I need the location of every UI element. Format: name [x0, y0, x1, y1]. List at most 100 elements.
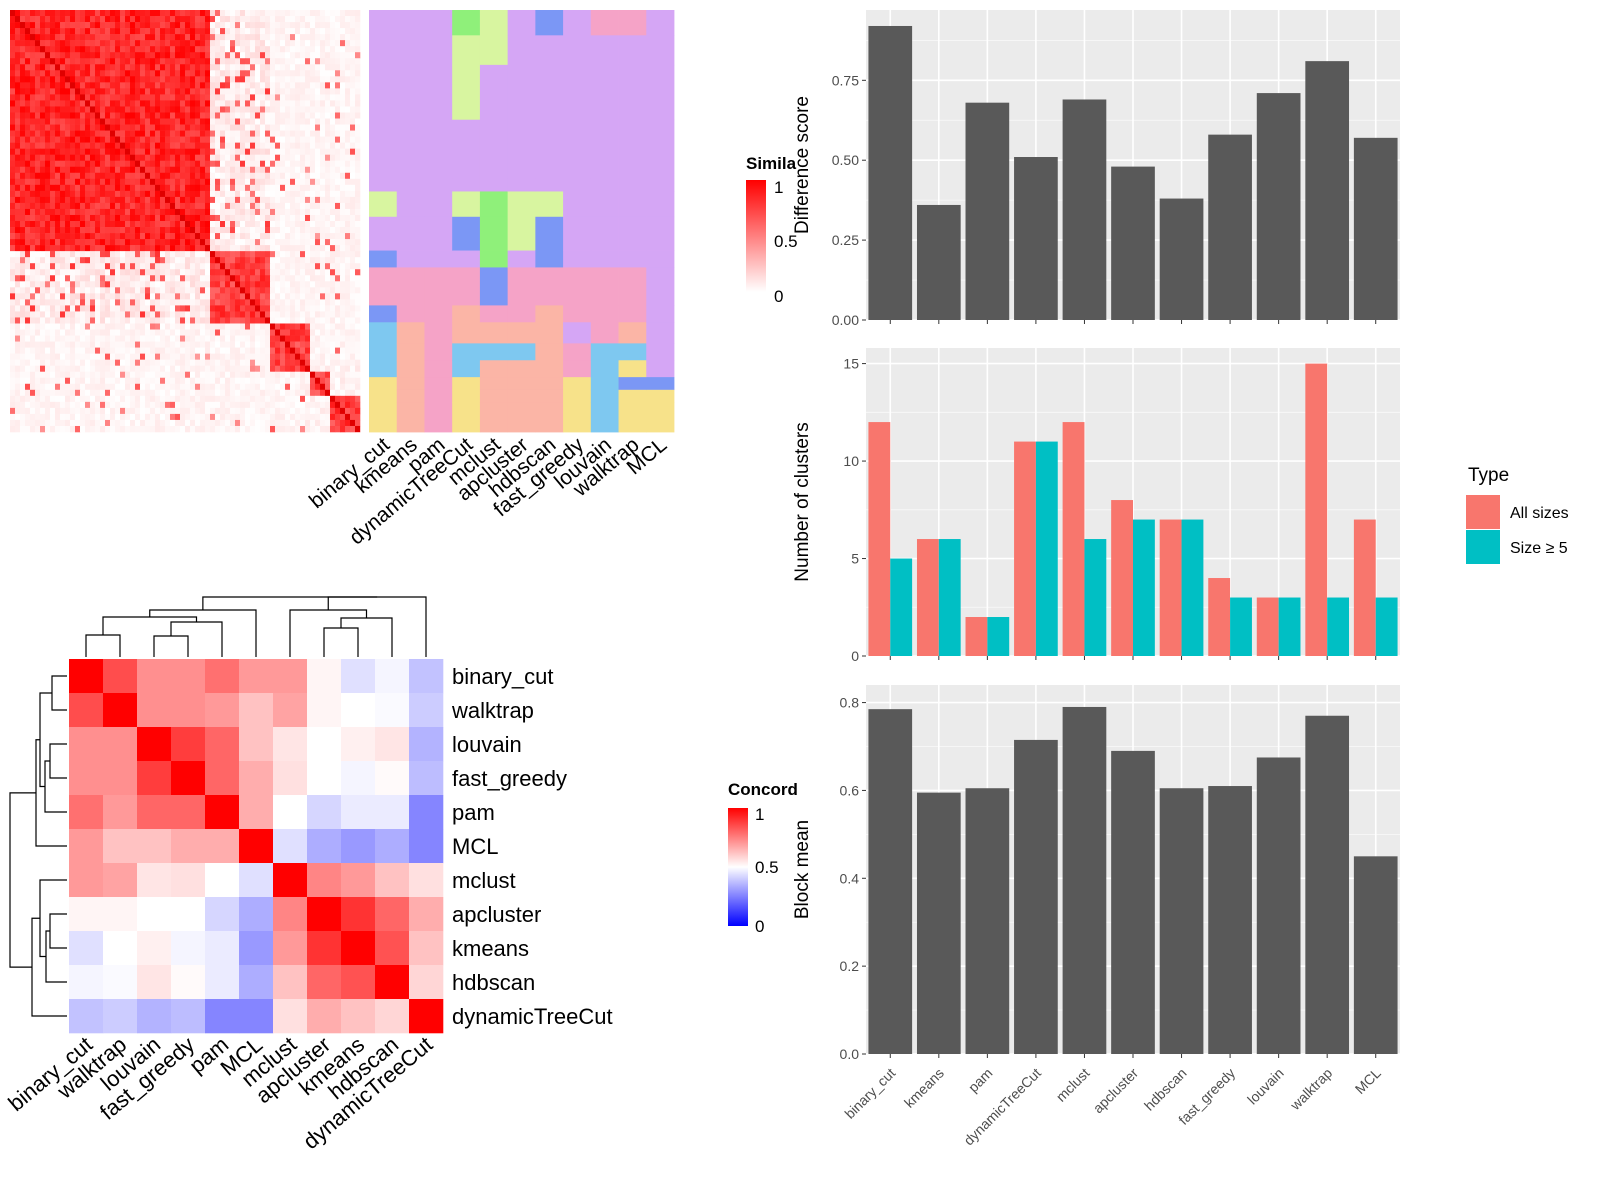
similarity-cell [150, 371, 156, 379]
similarity-cell [15, 251, 21, 258]
similarity-cell [25, 112, 31, 119]
cluster-annotation-cell [396, 10, 425, 36]
similarity-cell [310, 82, 316, 89]
similarity-cell [95, 299, 101, 306]
similarity-cell [225, 305, 231, 312]
similarity-cell [85, 419, 91, 427]
similarity-cell [210, 383, 216, 391]
similarity-cell [230, 52, 236, 59]
similarity-cell [175, 190, 181, 198]
similarity-cell [60, 407, 66, 415]
similarity-cell [75, 22, 81, 29]
similarity-cell [35, 76, 41, 83]
similarity-cell [340, 227, 346, 234]
similarity-cell [225, 160, 231, 168]
similarity-cell [140, 239, 146, 246]
similarity-diagonal-cell [160, 190, 165, 197]
similarity-cell [230, 317, 236, 324]
similarity-cell [85, 305, 91, 312]
similarity-cell [320, 359, 326, 366]
similarity-cell [305, 154, 311, 162]
similarity-cell [285, 335, 291, 342]
similarity-cell [245, 124, 251, 131]
similarity-cell [25, 100, 31, 107]
similarity-cell [145, 106, 151, 113]
similarity-cell [125, 233, 131, 240]
similarity-cell [315, 160, 321, 168]
similarity-cell [60, 28, 66, 35]
similarity-cell [345, 425, 351, 433]
similarity-cell [180, 160, 186, 168]
similarity-cell [45, 323, 51, 330]
similarity-cell [325, 371, 331, 379]
similarity-cell [245, 377, 251, 385]
similarity-cell [140, 202, 146, 210]
similarity-cell [175, 359, 181, 366]
similarity-cell [120, 371, 126, 379]
similarity-cell [185, 208, 191, 216]
similarity-cell [10, 190, 16, 198]
similarity-cell [280, 184, 286, 192]
similarity-cell [95, 76, 101, 83]
similarity-cell [100, 172, 106, 180]
similarity-cell [80, 311, 86, 318]
similarity-cell [60, 52, 66, 59]
similarity-cell [10, 82, 16, 89]
similarity-diagonal-cell [25, 28, 30, 35]
similarity-cell [130, 293, 136, 300]
similarity-cell [130, 317, 136, 324]
similarity-cell [200, 52, 206, 59]
similarity-cell [35, 124, 41, 131]
similarity-cell [310, 425, 316, 433]
similarity-cell [270, 329, 276, 336]
similarity-cell [310, 317, 316, 324]
similarity-cell [340, 245, 346, 252]
similarity-cell [105, 293, 111, 300]
similarity-cell [185, 22, 191, 29]
similarity-cell [25, 94, 31, 101]
similarity-cell [105, 130, 111, 137]
similarity-cell [40, 88, 46, 95]
similarity-cell [350, 275, 356, 282]
similarity-cell [255, 130, 261, 137]
similarity-cell [200, 214, 206, 222]
similarity-cell [35, 263, 41, 270]
similarity-cell [105, 299, 111, 306]
similarity-cell [300, 148, 306, 155]
similarity-cell [285, 323, 291, 330]
similarity-cell [225, 64, 231, 71]
similarity-cell [255, 154, 261, 162]
similarity-cell [60, 365, 66, 373]
similarity-cell [180, 329, 186, 336]
similarity-cell [45, 341, 51, 348]
similarity-cell [135, 317, 141, 324]
similarity-cell [325, 106, 331, 113]
similarity-cell [120, 70, 126, 77]
similarity-cell [290, 88, 296, 95]
similarity-cell [40, 208, 46, 216]
similarity-cell [75, 347, 81, 354]
similarity-cell [85, 208, 91, 216]
similarity-cell [275, 148, 281, 155]
similarity-cell [335, 124, 341, 131]
similarity-cell [330, 413, 336, 421]
similarity-cell [80, 46, 86, 53]
similarity-cell [65, 160, 71, 168]
similarity-cell [340, 287, 346, 294]
similarity-cell [285, 16, 291, 23]
similarity-cell [265, 323, 271, 330]
similarity-cell [110, 28, 116, 35]
similarity-cell [75, 196, 81, 204]
similarity-cell [255, 251, 261, 258]
similarity-cell [265, 130, 271, 137]
similarity-cell [215, 172, 221, 180]
similarity-cell [340, 419, 346, 427]
similarity-cell [300, 383, 306, 391]
similarity-cell [165, 136, 171, 143]
similarity-cell [15, 58, 21, 65]
similarity-cell [130, 263, 136, 270]
similarity-cell [80, 347, 86, 354]
similarity-cell [220, 88, 226, 95]
similarity-cell [30, 263, 36, 270]
similarity-cell [335, 227, 341, 234]
